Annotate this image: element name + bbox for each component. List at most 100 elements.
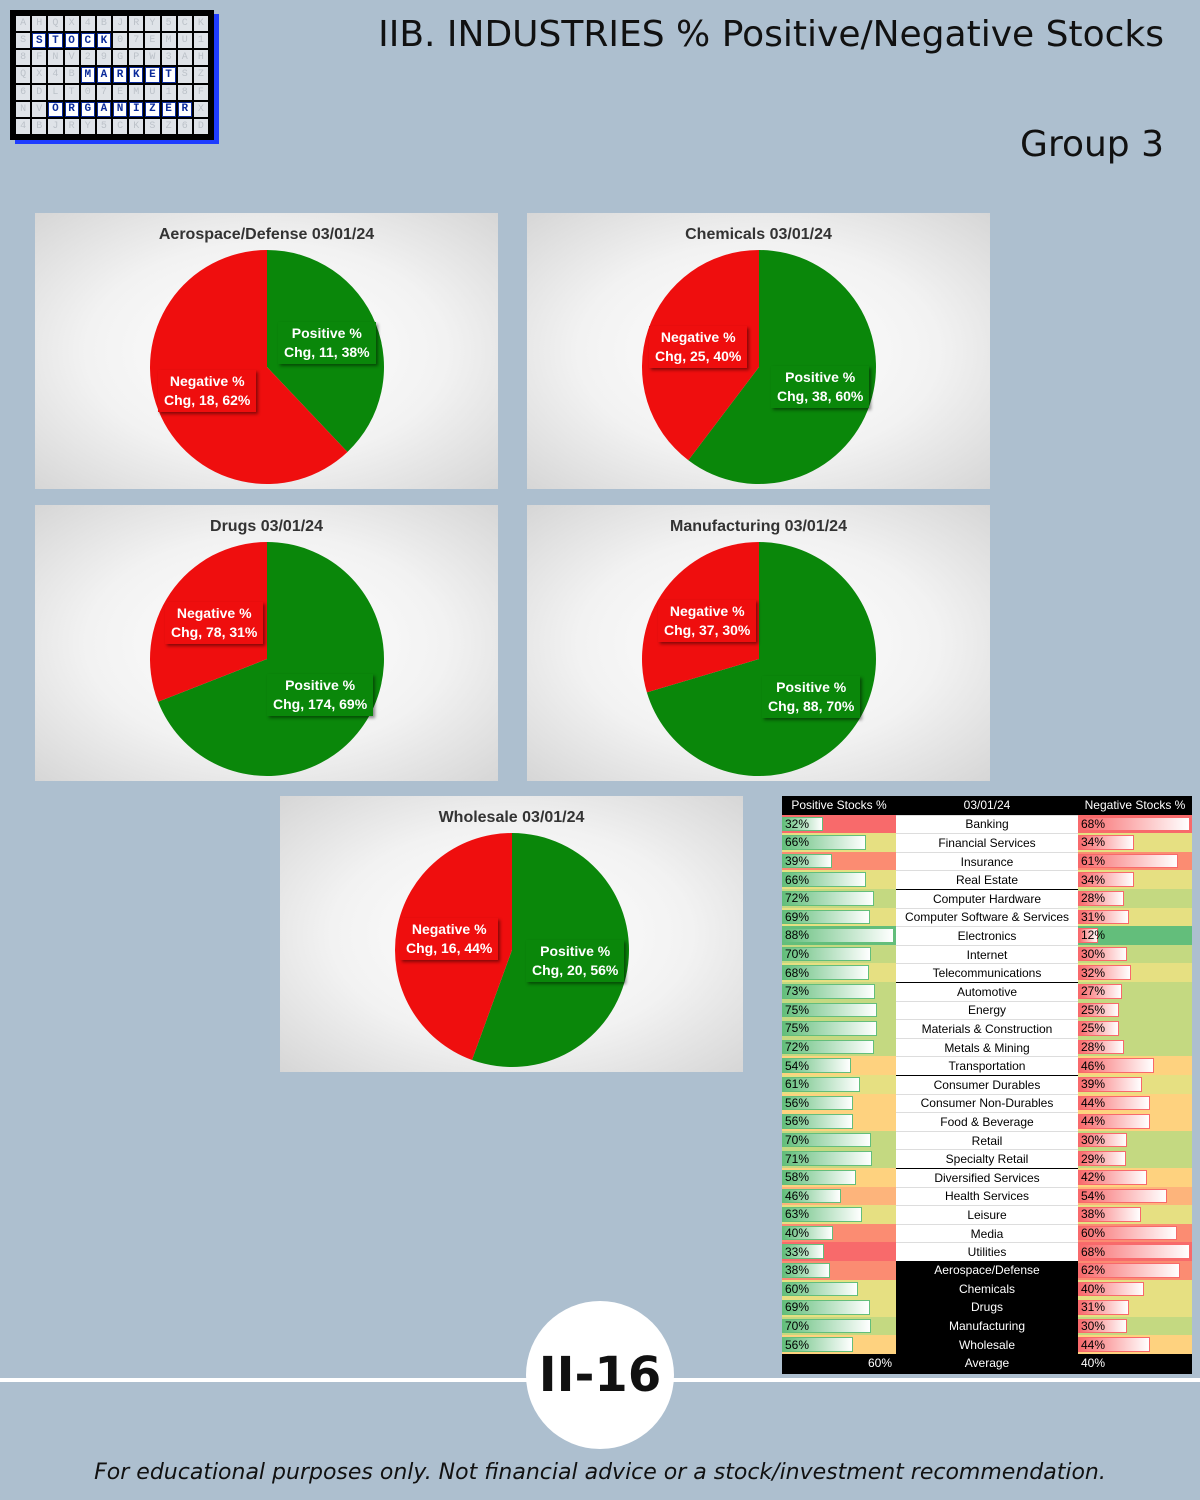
positive-value: 60% <box>785 1281 810 1296</box>
logo-letter: M <box>80 67 95 83</box>
logo-letter: C <box>80 33 95 49</box>
negative-bar <box>1078 928 1098 943</box>
negative-bar <box>1078 1039 1125 1055</box>
industry-name: Materials & Construction <box>896 1019 1078 1038</box>
positive-cell: 72% <box>782 1037 896 1057</box>
slice-label-positive: Positive % Chg, 88, 70% <box>762 676 861 718</box>
positive-bar <box>782 946 872 962</box>
negative-bar <box>1078 1188 1167 1204</box>
pie-svg <box>395 833 629 1067</box>
logo-filler-cell: C <box>177 16 192 32</box>
pie-chart-aerospace-defense: Aerospace/Defense 03/01/24 Positive % Chg… <box>35 213 498 489</box>
industry-name: Food & Beverage <box>896 1112 1078 1131</box>
industry-name: Computer Hardware <box>896 889 1078 908</box>
table-row: 75% Materials & Construction 25% <box>782 1019 1192 1038</box>
average-positive: 60% <box>782 1354 896 1373</box>
negative-bar <box>1078 1318 1128 1334</box>
positive-cell: 63% <box>782 1205 896 1224</box>
negative-bar <box>1078 1077 1143 1092</box>
table-row: 60% Chemicals 40% <box>782 1279 1192 1299</box>
positive-value: 73% <box>785 984 810 999</box>
positive-cell: 56% <box>782 1335 896 1354</box>
industry-name: Energy <box>896 1000 1078 1020</box>
table-header-cell: Positive Stocks % <box>782 796 896 815</box>
positive-bar <box>782 1337 854 1352</box>
industry-name: Health Services <box>896 1186 1078 1206</box>
industry-name: Consumer Non-Durables <box>896 1093 1078 1113</box>
positive-cell: 75% <box>782 1000 896 1020</box>
positive-value: 70% <box>785 947 810 962</box>
logo-filler-cell: 1 <box>193 33 208 49</box>
table-row: 58% Diversified Services 42% <box>782 1168 1192 1187</box>
logo-filler-cell: 6 <box>16 84 31 100</box>
logo-letter: R <box>113 67 128 83</box>
logo-filler-cell: N <box>48 50 63 66</box>
logo-filler-cell: K <box>193 16 208 32</box>
page-number-badge: II-16 <box>526 1301 674 1449</box>
logo-filler-cell: 5 <box>96 118 111 134</box>
logo-filler-cell: Q <box>48 16 63 32</box>
table-row: 54% Transportation 46% <box>782 1056 1192 1075</box>
positive-value: 88% <box>785 928 810 943</box>
negative-cell: 44% <box>1078 1335 1192 1354</box>
negative-bar <box>1078 1225 1177 1241</box>
chart-title: Manufacturing 03/01/24 <box>670 518 847 535</box>
table-row: 70% Manufacturing 30% <box>782 1316 1192 1336</box>
negative-cell: 30% <box>1078 944 1192 964</box>
table-row: 46% Health Services 54% <box>782 1186 1192 1206</box>
negative-cell: 28% <box>1078 889 1192 908</box>
table-row: 68% Telecommunications 32% <box>782 963 1192 982</box>
positive-cell: 70% <box>782 1316 896 1336</box>
negative-bar <box>1078 984 1123 999</box>
pie-chart-chemicals: Chemicals 03/01/24 Positive % Chg, 38, 60… <box>527 213 990 489</box>
negative-bar <box>1078 1281 1144 1297</box>
industry-name: Insurance <box>896 851 1078 871</box>
industry-name: Media <box>896 1223 1078 1243</box>
positive-value: 61% <box>785 1077 810 1092</box>
table-row: 69% Computer Software & Services 31% <box>782 907 1192 927</box>
pie-svg <box>642 542 876 776</box>
table-row: 61% Consumer Durables 39% <box>782 1075 1192 1094</box>
table-row: 56% Consumer Non-Durables 44% <box>782 1093 1192 1113</box>
logo-filler-cell: D <box>193 118 208 134</box>
positive-bar <box>782 1095 854 1111</box>
positive-cell: 88% <box>782 926 896 945</box>
positive-bar <box>782 965 869 980</box>
logo-filler-cell: B <box>32 118 47 134</box>
chart-title: Chemicals 03/01/24 <box>685 226 832 243</box>
table-header-cell: 03/01/24 <box>896 796 1078 815</box>
positive-value: 56% <box>785 1114 810 1129</box>
industry-name: Leisure <box>896 1205 1078 1224</box>
logo-filler-cell: E <box>145 33 160 49</box>
industry-name: Telecommunications <box>896 963 1078 982</box>
negative-cell: 12% <box>1078 926 1192 945</box>
negative-value: 30% <box>1081 1133 1106 1148</box>
table-row: 70% Internet 30% <box>782 944 1192 964</box>
negative-cell: 44% <box>1078 1112 1192 1131</box>
logo-filler-cell: U <box>177 33 192 49</box>
logo-filler-cell: M <box>161 33 176 49</box>
logo-filler-cell: 1 <box>161 84 176 100</box>
logo-filler-cell: 9 <box>96 50 111 66</box>
positive-cell: 72% <box>782 889 896 908</box>
negative-value: 29% <box>1081 1151 1106 1166</box>
logo-filler-cell: H <box>32 16 47 32</box>
negative-bar <box>1078 909 1130 925</box>
positive-bar <box>782 891 874 906</box>
slice-label-positive: Positive % Chg, 11, 38% <box>278 322 376 364</box>
negative-value: 68% <box>1081 1244 1106 1259</box>
positive-bar <box>782 1077 860 1092</box>
industry-name: Automotive <box>896 982 1078 1001</box>
negative-bar <box>1078 1058 1154 1073</box>
table-row: 66% Real Estate 34% <box>782 870 1192 889</box>
logo-filler-cell: 8 <box>16 50 31 66</box>
logo-letter: N <box>113 101 128 117</box>
logo-letter: E <box>161 101 176 117</box>
table-row: 40% Media 60% <box>782 1223 1192 1243</box>
logo-letter: G <box>80 101 95 117</box>
negative-value: 28% <box>1081 1040 1106 1055</box>
positive-value: 66% <box>785 835 810 850</box>
positive-cell: 60% <box>782 1279 896 1299</box>
table-row: 39% Insurance 61% <box>782 851 1192 871</box>
negative-value: 39% <box>1081 1077 1106 1092</box>
